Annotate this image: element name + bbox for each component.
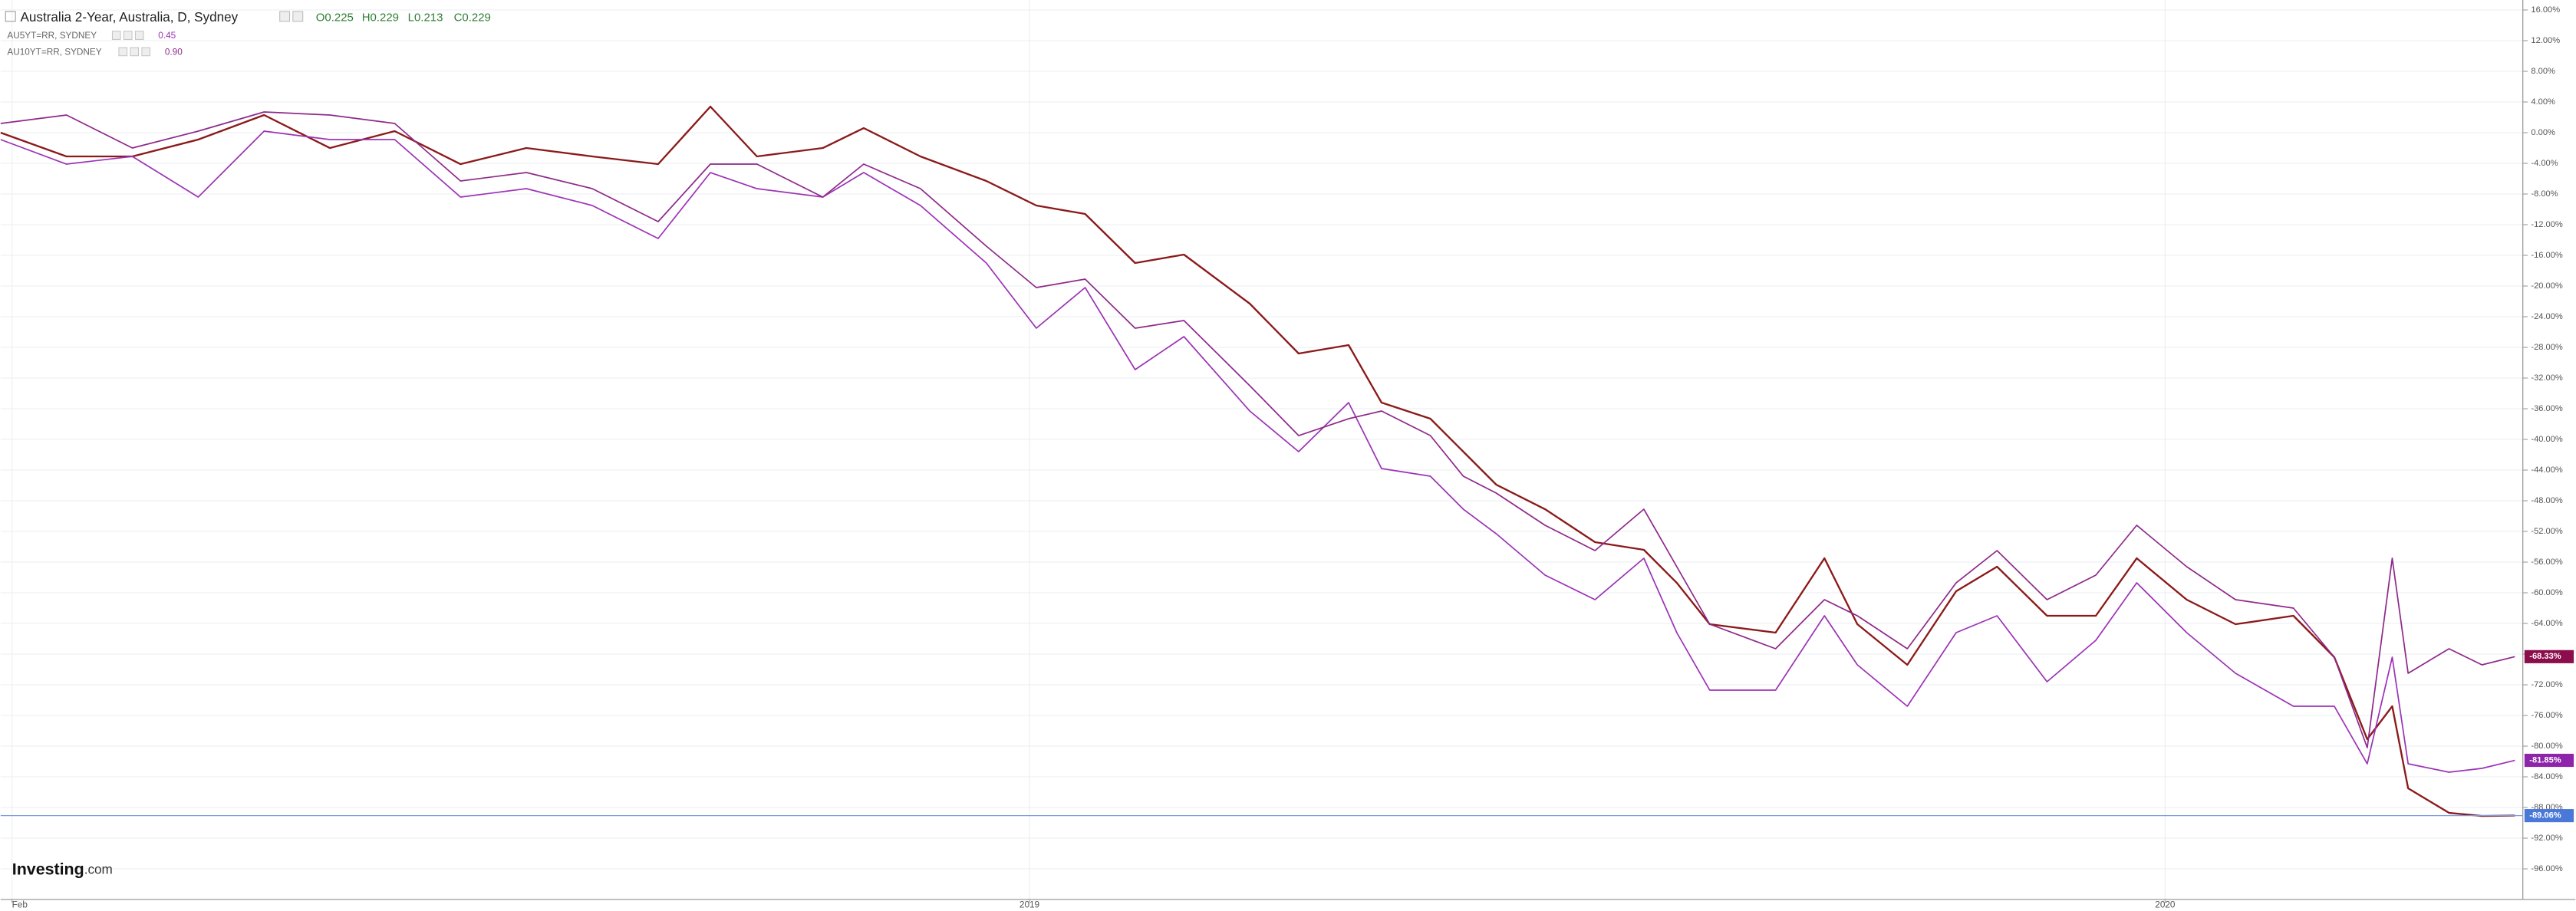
x-tick-label: 2019 (1020, 900, 1039, 910)
icon[interactable] (130, 47, 140, 57)
brand: Investing.com (12, 860, 113, 878)
y-tick-label: -76.00% (2531, 711, 2563, 720)
y-tick-label: -60.00% (2531, 588, 2563, 597)
y-tick-label: -52.00% (2531, 527, 2563, 536)
ohlc-close: C0.229 (454, 11, 491, 24)
brand-suffix: .com (84, 862, 113, 876)
series-title: Australia 2-Year, Australia, D, Sydney (21, 10, 239, 25)
y-tick-label: 16.00% (2531, 5, 2560, 15)
y-tick-label: -56.00% (2531, 557, 2563, 567)
value-tag-label: -89.06% (2529, 811, 2561, 821)
icon[interactable] (141, 47, 151, 57)
icon[interactable] (111, 31, 121, 40)
x-tick-label: 2020 (2155, 900, 2176, 910)
series-line (0, 111, 2515, 748)
ohlc-low: L0.213 (408, 11, 443, 24)
y-tick-label: -40.00% (2531, 435, 2563, 444)
y-tick-label: -20.00% (2531, 281, 2563, 291)
ohlc-high: H0.229 (362, 11, 399, 24)
ohlc-open: O0.225 (316, 11, 354, 24)
value-tag (2524, 650, 2574, 663)
y-tick-label: -24.00% (2531, 312, 2563, 321)
y-tick-label: -16.00% (2531, 251, 2563, 260)
y-tick-label: 0.00% (2531, 128, 2555, 137)
value-tag (2524, 809, 2574, 823)
legend-entry: AU5YT=RR, SYDNEY (7, 31, 97, 41)
y-tick-label: 4.00% (2531, 97, 2555, 107)
y-tick-label: 8.00% (2531, 67, 2555, 76)
legend-entry: AU10YT=RR, SYDNEY (7, 48, 101, 58)
y-tick-label: -8.00% (2531, 189, 2558, 199)
y-tick-label: -32.00% (2531, 373, 2563, 383)
y-tick-label: -88.00% (2531, 803, 2563, 812)
y-tick-label: -36.00% (2531, 404, 2563, 413)
value-tag (2524, 753, 2574, 768)
y-tick-label: -92.00% (2531, 834, 2563, 843)
y-tick-label: -28.00% (2531, 343, 2563, 352)
legend: Australia 2-Year, Australia, D, Sydney O… (5, 10, 491, 58)
x-tick-label: Feb (12, 900, 28, 910)
y-tick-label: -84.00% (2531, 772, 2563, 781)
legend-quote: 0.90 (165, 48, 183, 58)
series-line (0, 105, 2515, 817)
close-icon[interactable] (292, 11, 304, 22)
brand-name: Investing (12, 860, 84, 878)
value-tag-label: -81.85% (2529, 755, 2561, 765)
y-tick-label: -96.00% (2531, 864, 2563, 873)
settings-icon[interactable] (279, 11, 291, 22)
legend-quote: 0.45 (158, 31, 176, 41)
icon[interactable] (123, 31, 133, 40)
icon[interactable] (134, 31, 144, 40)
axes: 16.00% 12.00% 8.00% 4.00% 0.00% -4.00% -8.00% -… (12, 5, 2574, 910)
y-tick-label: -4.00% (2531, 159, 2558, 168)
y-tick-label: -44.00% (2531, 465, 2563, 475)
y-tick-label: -48.00% (2531, 496, 2563, 505)
value-tag-label: -68.33% (2529, 652, 2561, 661)
series-line (0, 130, 2515, 773)
y-tick-label: 12.00% (2531, 36, 2560, 45)
y-tick-label: -64.00% (2531, 619, 2563, 628)
y-tick-label: -12.00% (2531, 220, 2563, 229)
y-tick-label: -72.00% (2531, 680, 2563, 689)
y-tick-label: -80.00% (2531, 742, 2563, 751)
collapse-icon[interactable] (5, 11, 16, 22)
plot (0, 105, 2523, 817)
icon[interactable] (118, 47, 128, 57)
